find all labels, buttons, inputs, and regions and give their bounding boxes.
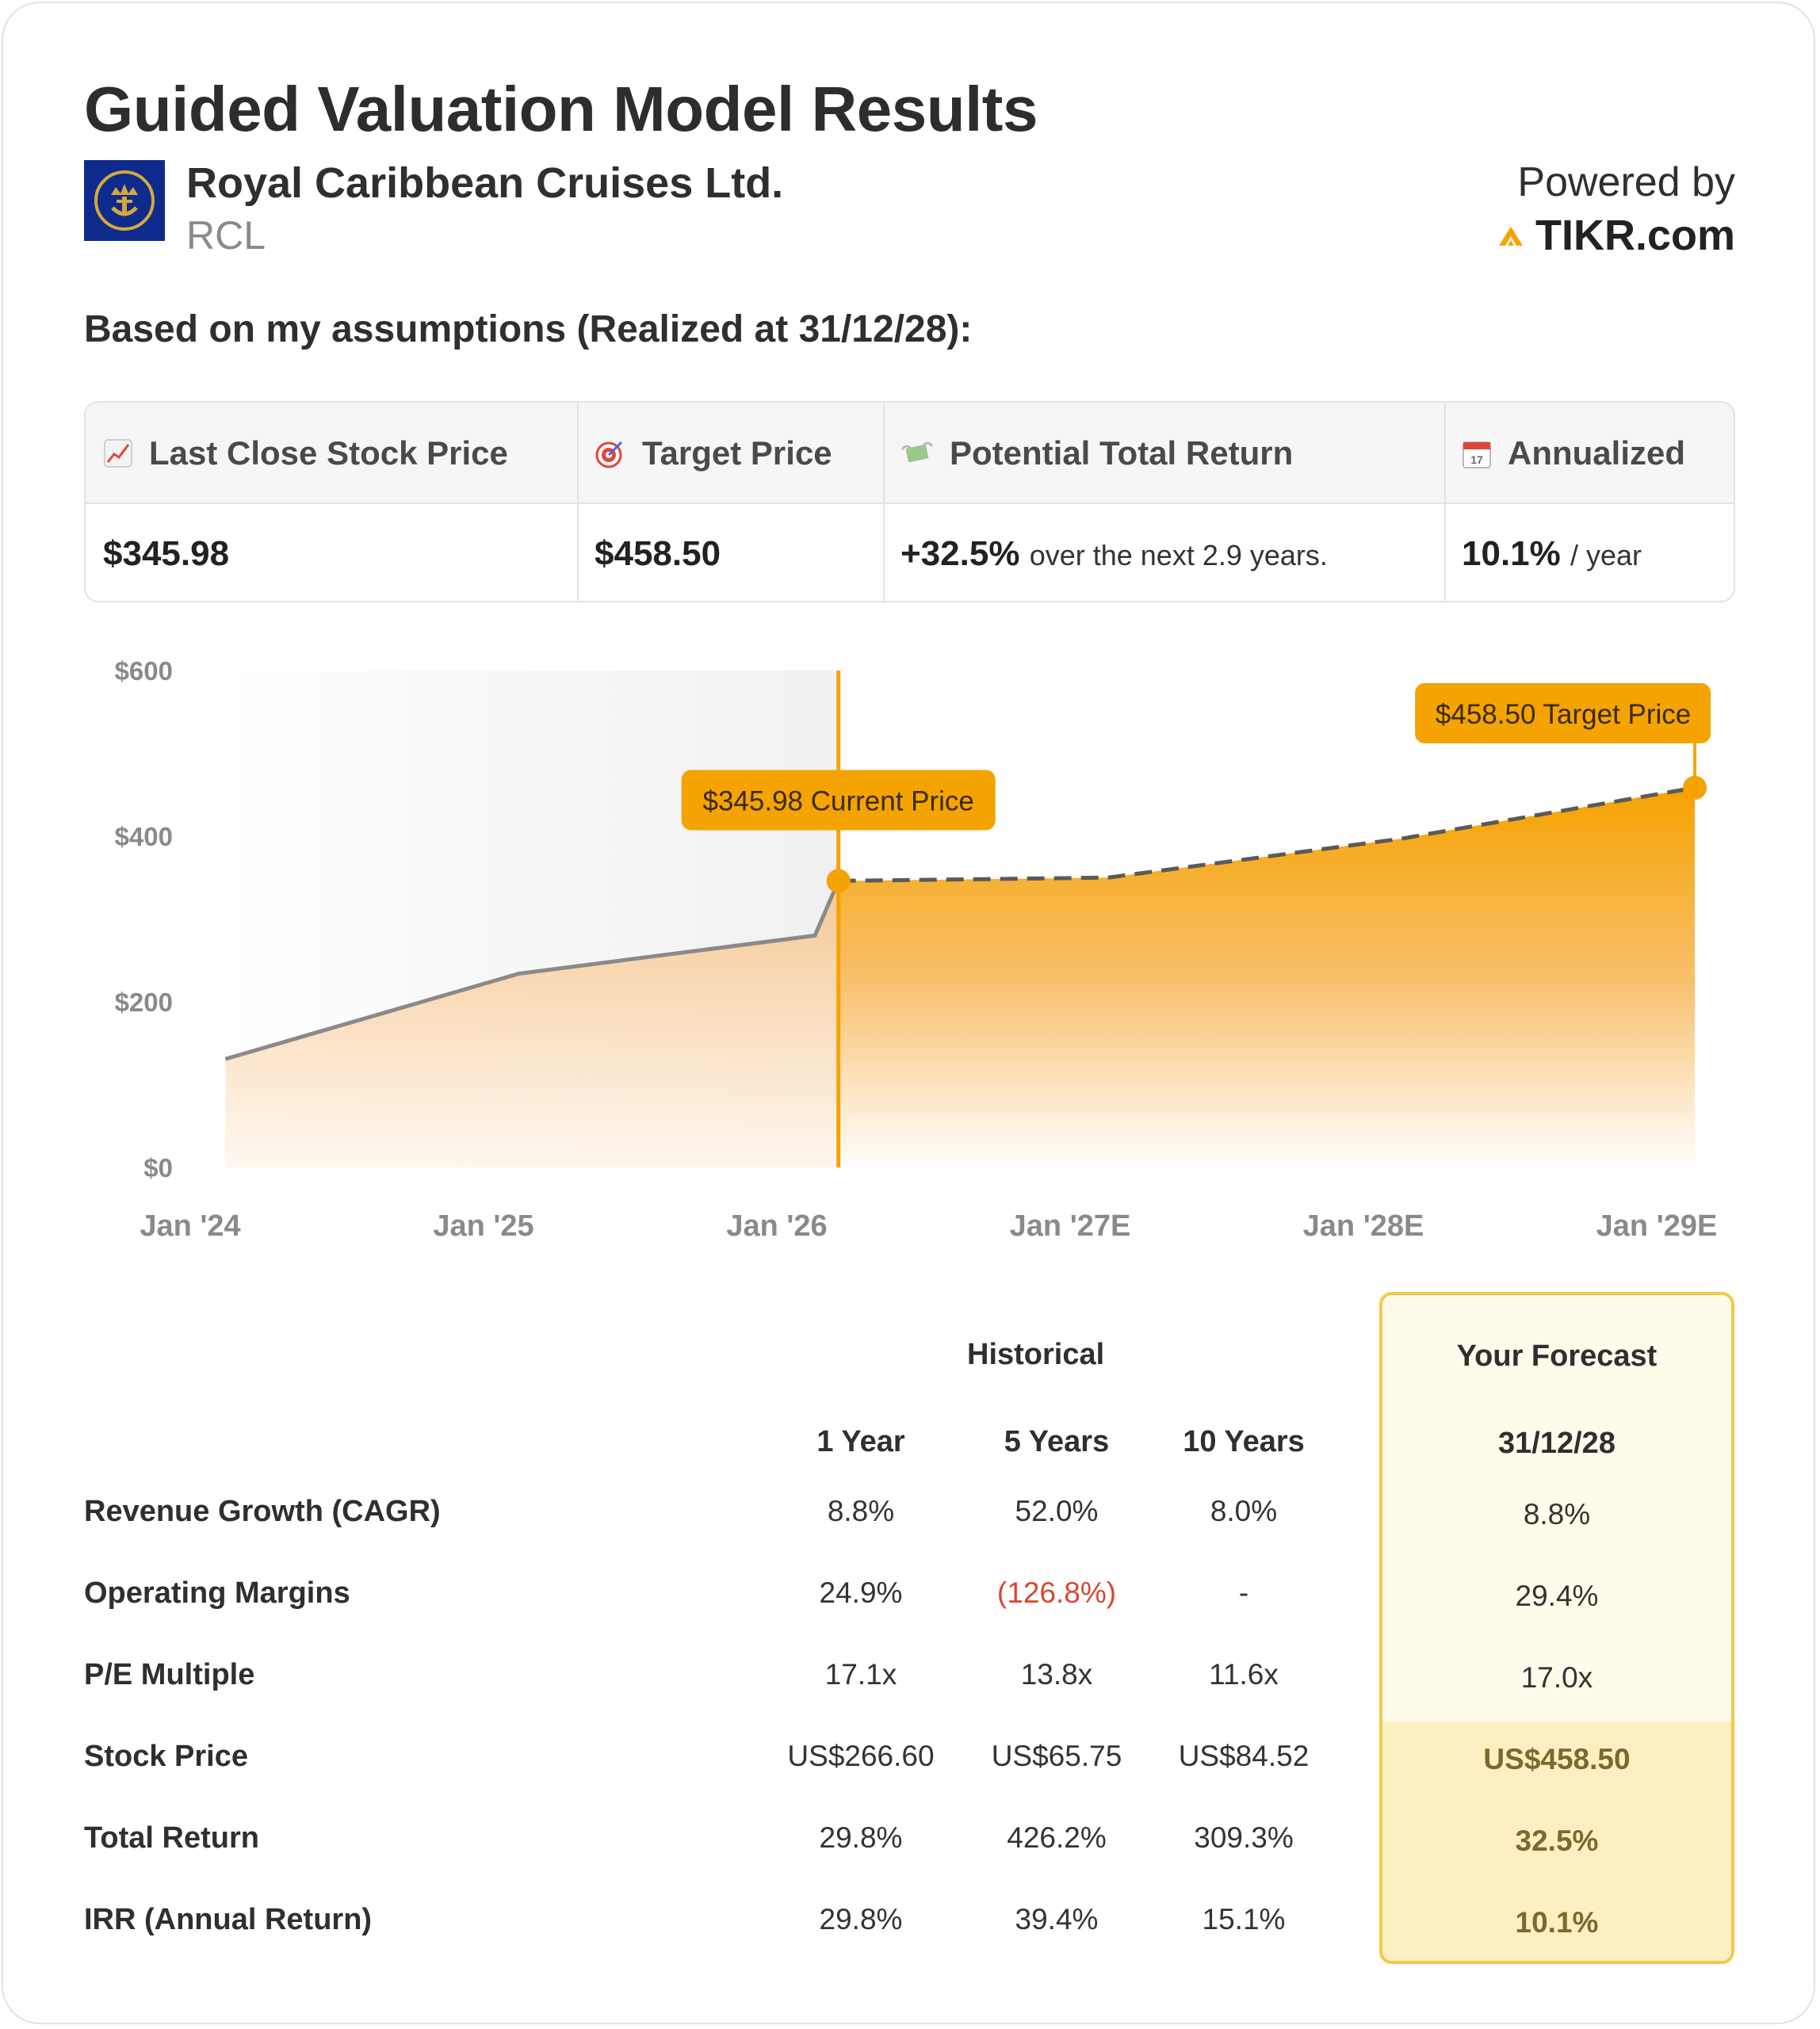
x-tick-label: Jan '24 [140, 1209, 240, 1243]
company-logo [84, 160, 165, 241]
row-label: P/E Multiple [84, 1658, 255, 1691]
x-tick-label: Jan '25 [433, 1209, 533, 1243]
forecast-panel [1379, 1292, 1734, 1964]
chart-increasing-icon [104, 439, 132, 468]
crown-anchor-icon [94, 170, 155, 231]
table-cell: (126.8%) [996, 1576, 1117, 1609]
row-label: Stock Price [84, 1740, 248, 1773]
forecast-area [838, 787, 1696, 1167]
table-cell: 15.1% [1202, 1903, 1286, 1935]
forecast-header: Your Forecast [1456, 1339, 1658, 1373]
forecast-cell: 32.5% [1515, 1825, 1599, 1857]
target-icon [595, 441, 623, 468]
column-header-5-years: 5 Years [1004, 1425, 1110, 1458]
current-price-callout-box [681, 770, 996, 831]
table-cell: 8.0% [1210, 1495, 1278, 1527]
svg-text:17: 17 [1470, 453, 1483, 466]
calendar-icon: 17 [1462, 441, 1491, 468]
row-label: Revenue Growth (CAGR) [84, 1495, 441, 1528]
table-cell: 13.8x [1020, 1658, 1093, 1691]
x-tick-label: Jan '28E [1303, 1209, 1424, 1243]
brand-name: TIKR.com [1535, 212, 1735, 259]
total-return-label: Potential Total Return [900, 434, 1293, 472]
y-tick-label: $600 [115, 656, 173, 686]
metrics-panel: Last Close Stock Price Target Price Pote… [84, 401, 1735, 602]
table-cell: 39.4% [1015, 1903, 1099, 1935]
assumption-heading: Based on my assumptions (Realized at 31/… [84, 308, 973, 350]
annualized-label: 17 Annualized [1462, 434, 1685, 472]
forecast-cell: 8.8% [1523, 1498, 1591, 1530]
total-return-value: +32.5% over the next 2.9 years. [900, 534, 1328, 573]
current-price-point [826, 869, 851, 893]
annualized-value: 10.1% / year [1462, 534, 1642, 573]
money-wings-icon [900, 441, 934, 463]
y-tick-label: $0 [143, 1153, 173, 1183]
x-tick-label: Jan '27E [1010, 1209, 1131, 1243]
x-tick-label: Jan '29E [1596, 1209, 1718, 1243]
brand-link[interactable]: TIKR.com [1497, 211, 1735, 260]
column-header-1-year: 1 Year [816, 1425, 905, 1458]
forecast-cell: US$458.50 [1483, 1743, 1631, 1775]
table-cell: - [1238, 1576, 1249, 1609]
row-label: IRR (Annual Return) [84, 1903, 373, 1936]
table-cell: US$84.52 [1178, 1740, 1310, 1772]
price-chart: $345.98 Current Price $458.50 Target Pric… [115, 656, 1718, 1243]
table-cell: 24.9% [819, 1576, 903, 1609]
page-title: Guided Valuation Model Results [84, 74, 1038, 144]
powered-by-label: Powered by [1517, 159, 1735, 205]
row-label: Operating Margins [84, 1576, 350, 1610]
forecast-cell: 29.4% [1515, 1580, 1599, 1612]
historical-line [224, 880, 840, 1061]
last-close-value: $345.98 [103, 534, 230, 573]
target-price-label: Target Price [595, 434, 832, 472]
table-cell: 17.1x [824, 1658, 897, 1691]
target-price-callout-box [1415, 682, 1711, 743]
x-tick-label: Jan '26 [726, 1209, 827, 1243]
table-cell: 8.8% [827, 1495, 895, 1527]
target-price-value: $458.50 [595, 534, 721, 573]
table-cell: 29.8% [819, 1903, 903, 1935]
table-cell: 426.2% [1007, 1821, 1107, 1854]
forecast-cell: 17.0x [1520, 1661, 1593, 1694]
forecast-cell: 10.1% [1515, 1906, 1599, 1939]
forecast-date: 31/12/28 [1498, 1427, 1615, 1460]
tikr-logo-icon [1498, 227, 1523, 246]
last-close-label: Last Close Stock Price [103, 434, 508, 472]
y-tick-label: $400 [115, 822, 173, 851]
column-header-10-years: 10 Years [1183, 1425, 1305, 1458]
target-price-callout-label: $458.50 Target Price [1436, 699, 1691, 730]
metrics-divider [577, 403, 579, 601]
table-cell: 11.6x [1209, 1658, 1279, 1691]
metrics-divider [1444, 403, 1446, 601]
forecast-line [838, 785, 1696, 883]
table-cell: US$65.75 [991, 1740, 1122, 1772]
table-cell: 309.3% [1194, 1821, 1294, 1854]
table-cell: US$266.60 [787, 1740, 935, 1772]
row-label: Total Return [84, 1821, 259, 1855]
forecast-highlight-band [1382, 1721, 1731, 1961]
y-tick-label: $200 [115, 988, 173, 1017]
ticker-symbol: RCL [186, 213, 266, 258]
metrics-divider [883, 403, 885, 601]
current-price-callout-label: $345.98 Current Price [702, 785, 973, 816]
company-name: Royal Caribbean Cruises Ltd. [186, 159, 784, 207]
table-cell: 29.8% [819, 1821, 903, 1854]
historical-header: Historical [967, 1338, 1105, 1371]
table-cell: 52.0% [1015, 1495, 1099, 1527]
